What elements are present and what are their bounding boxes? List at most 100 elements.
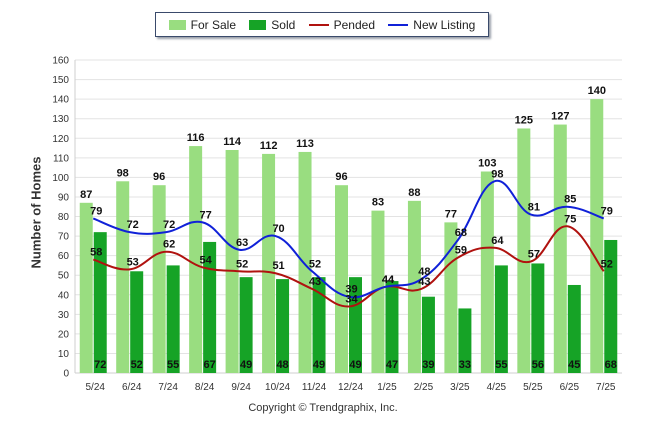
label-sold: 47 — [386, 359, 398, 371]
bar-sold — [349, 277, 362, 373]
y-tick-label: 10 — [58, 349, 70, 360]
x-tick-label: 10/24 — [265, 382, 290, 393]
label-new-listing: 72 — [163, 219, 175, 231]
legend-swatch — [168, 19, 186, 30]
label-new-listing: 44 — [382, 274, 395, 286]
bar-for-sale — [335, 185, 348, 373]
x-tick-label: 5/24 — [85, 382, 105, 393]
legend-swatch — [308, 23, 329, 26]
label-new-listing: 63 — [236, 237, 248, 249]
legend-label: For Sale — [190, 17, 236, 32]
label-for-sale: 113 — [296, 138, 314, 150]
bar-for-sale — [371, 210, 385, 373]
bar-sold — [239, 277, 253, 373]
legend-label: Pended — [333, 17, 375, 32]
label-sold: 49 — [240, 359, 252, 371]
y-tick-label: 60 — [58, 251, 70, 262]
x-tick-label: 12/24 — [338, 382, 363, 393]
bar-sold — [93, 232, 107, 373]
label-sold: 52 — [131, 359, 143, 371]
x-tick-label: 3/25 — [450, 382, 470, 393]
line-new-listing — [92, 179, 605, 299]
label-pended: 51 — [272, 260, 284, 272]
x-tick-label: 2/25 — [414, 382, 434, 393]
legend-item: New Listing — [388, 18, 475, 32]
label-new-listing: 79 — [90, 205, 102, 217]
bar-for-sale — [262, 153, 276, 373]
y-tick-label: 110 — [53, 153, 69, 164]
label-pended: 59 — [455, 245, 467, 257]
bar-sold — [312, 277, 326, 373]
label-for-sale: 127 — [551, 111, 569, 123]
y-tick-label: 50 — [58, 271, 70, 282]
y-tick-label: 140 — [52, 95, 69, 106]
label-for-sale: 87 — [80, 189, 92, 201]
x-tick-label: 9/24 — [231, 382, 251, 393]
x-tick-label: 1/25 — [377, 382, 397, 393]
label-new-listing: 85 — [564, 194, 576, 206]
x-tick-label: 6/24 — [122, 382, 142, 393]
label-new-listing: 68 — [455, 227, 467, 239]
bar-for-sale — [189, 146, 203, 373]
y-tick-label: 80 — [58, 212, 70, 223]
y-tick-label: 130 — [52, 114, 69, 125]
label-new-listing: 48 — [418, 266, 430, 278]
legend-swatch — [249, 19, 267, 30]
x-tick-label: 5/25 — [523, 382, 543, 393]
bar-for-sale — [116, 181, 130, 373]
label-new-listing: 98 — [491, 168, 503, 180]
label-for-sale: 96 — [335, 171, 347, 183]
label-sold: 56 — [532, 359, 544, 371]
bar-for-sale — [298, 151, 312, 373]
label-sold: 48 — [276, 359, 288, 371]
label-pended: 34 — [345, 293, 358, 305]
label-for-sale: 98 — [117, 167, 129, 179]
bar-sold — [276, 279, 290, 373]
x-tick-label: 7/24 — [158, 382, 178, 393]
y-tick-label: 20 — [58, 329, 70, 340]
label-for-sale: 88 — [408, 187, 420, 199]
label-pended: 57 — [528, 248, 540, 260]
bar-sold — [458, 308, 472, 373]
label-sold: 39 — [422, 359, 434, 371]
label-pended: 52 — [236, 258, 248, 270]
bar-sold — [494, 265, 508, 373]
bar-sold — [203, 241, 217, 373]
label-for-sale: 140 — [588, 85, 606, 97]
legend-item: Pended — [308, 17, 375, 32]
legend-label: Sold — [271, 17, 296, 32]
y-tick-label: 120 — [52, 134, 69, 145]
label-sold: 45 — [568, 359, 580, 371]
label-sold: 72 — [94, 359, 106, 371]
label-for-sale: 77 — [445, 208, 457, 220]
label-sold: 49 — [313, 359, 325, 371]
label-sold: 68 — [605, 359, 617, 371]
bar-for-sale — [407, 200, 421, 373]
x-tick-label: 7/25 — [596, 382, 616, 393]
label-pended: 54 — [200, 254, 213, 266]
label-for-sale: 103 — [478, 158, 496, 170]
label-pended: 43 — [418, 276, 430, 288]
label-pended: 64 — [491, 235, 504, 247]
label-for-sale: 83 — [372, 197, 384, 209]
label-new-listing: 52 — [309, 258, 321, 270]
bar-for-sale — [152, 185, 166, 373]
line-pended — [92, 225, 605, 308]
legend-swatch — [388, 23, 409, 26]
label-new-listing: 81 — [528, 202, 540, 214]
label-for-sale: 116 — [187, 132, 205, 144]
label-sold: 67 — [204, 359, 216, 371]
bar-for-sale — [590, 99, 604, 373]
label-pended: 62 — [163, 239, 175, 251]
y-tick-label: 30 — [58, 310, 70, 321]
bar-sold — [604, 239, 618, 373]
bar-sold — [130, 271, 144, 373]
y-axis-label: Number of Homes — [28, 156, 44, 269]
legend: For Sale Sold Pended New Listing — [155, 12, 489, 37]
label-sold: 55 — [495, 359, 507, 371]
y-tick-label: 160 — [52, 56, 69, 67]
x-tick-label: 11/24 — [302, 382, 327, 393]
label-sold: 49 — [349, 359, 361, 371]
x-tick-label: 4/25 — [487, 382, 507, 393]
copyright-footer: Copyright © Trendgraphix, Inc. — [248, 402, 398, 414]
